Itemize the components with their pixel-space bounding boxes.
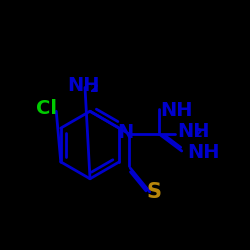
Text: S: S [146, 182, 161, 203]
Text: 2: 2 [90, 82, 98, 95]
Text: NH: NH [188, 143, 220, 162]
Text: NH: NH [68, 76, 100, 95]
Text: NH: NH [160, 100, 192, 119]
Text: Cl: Cl [36, 99, 57, 118]
Text: N: N [117, 123, 133, 142]
Text: NH: NH [178, 122, 210, 141]
Text: 2: 2 [194, 127, 203, 140]
